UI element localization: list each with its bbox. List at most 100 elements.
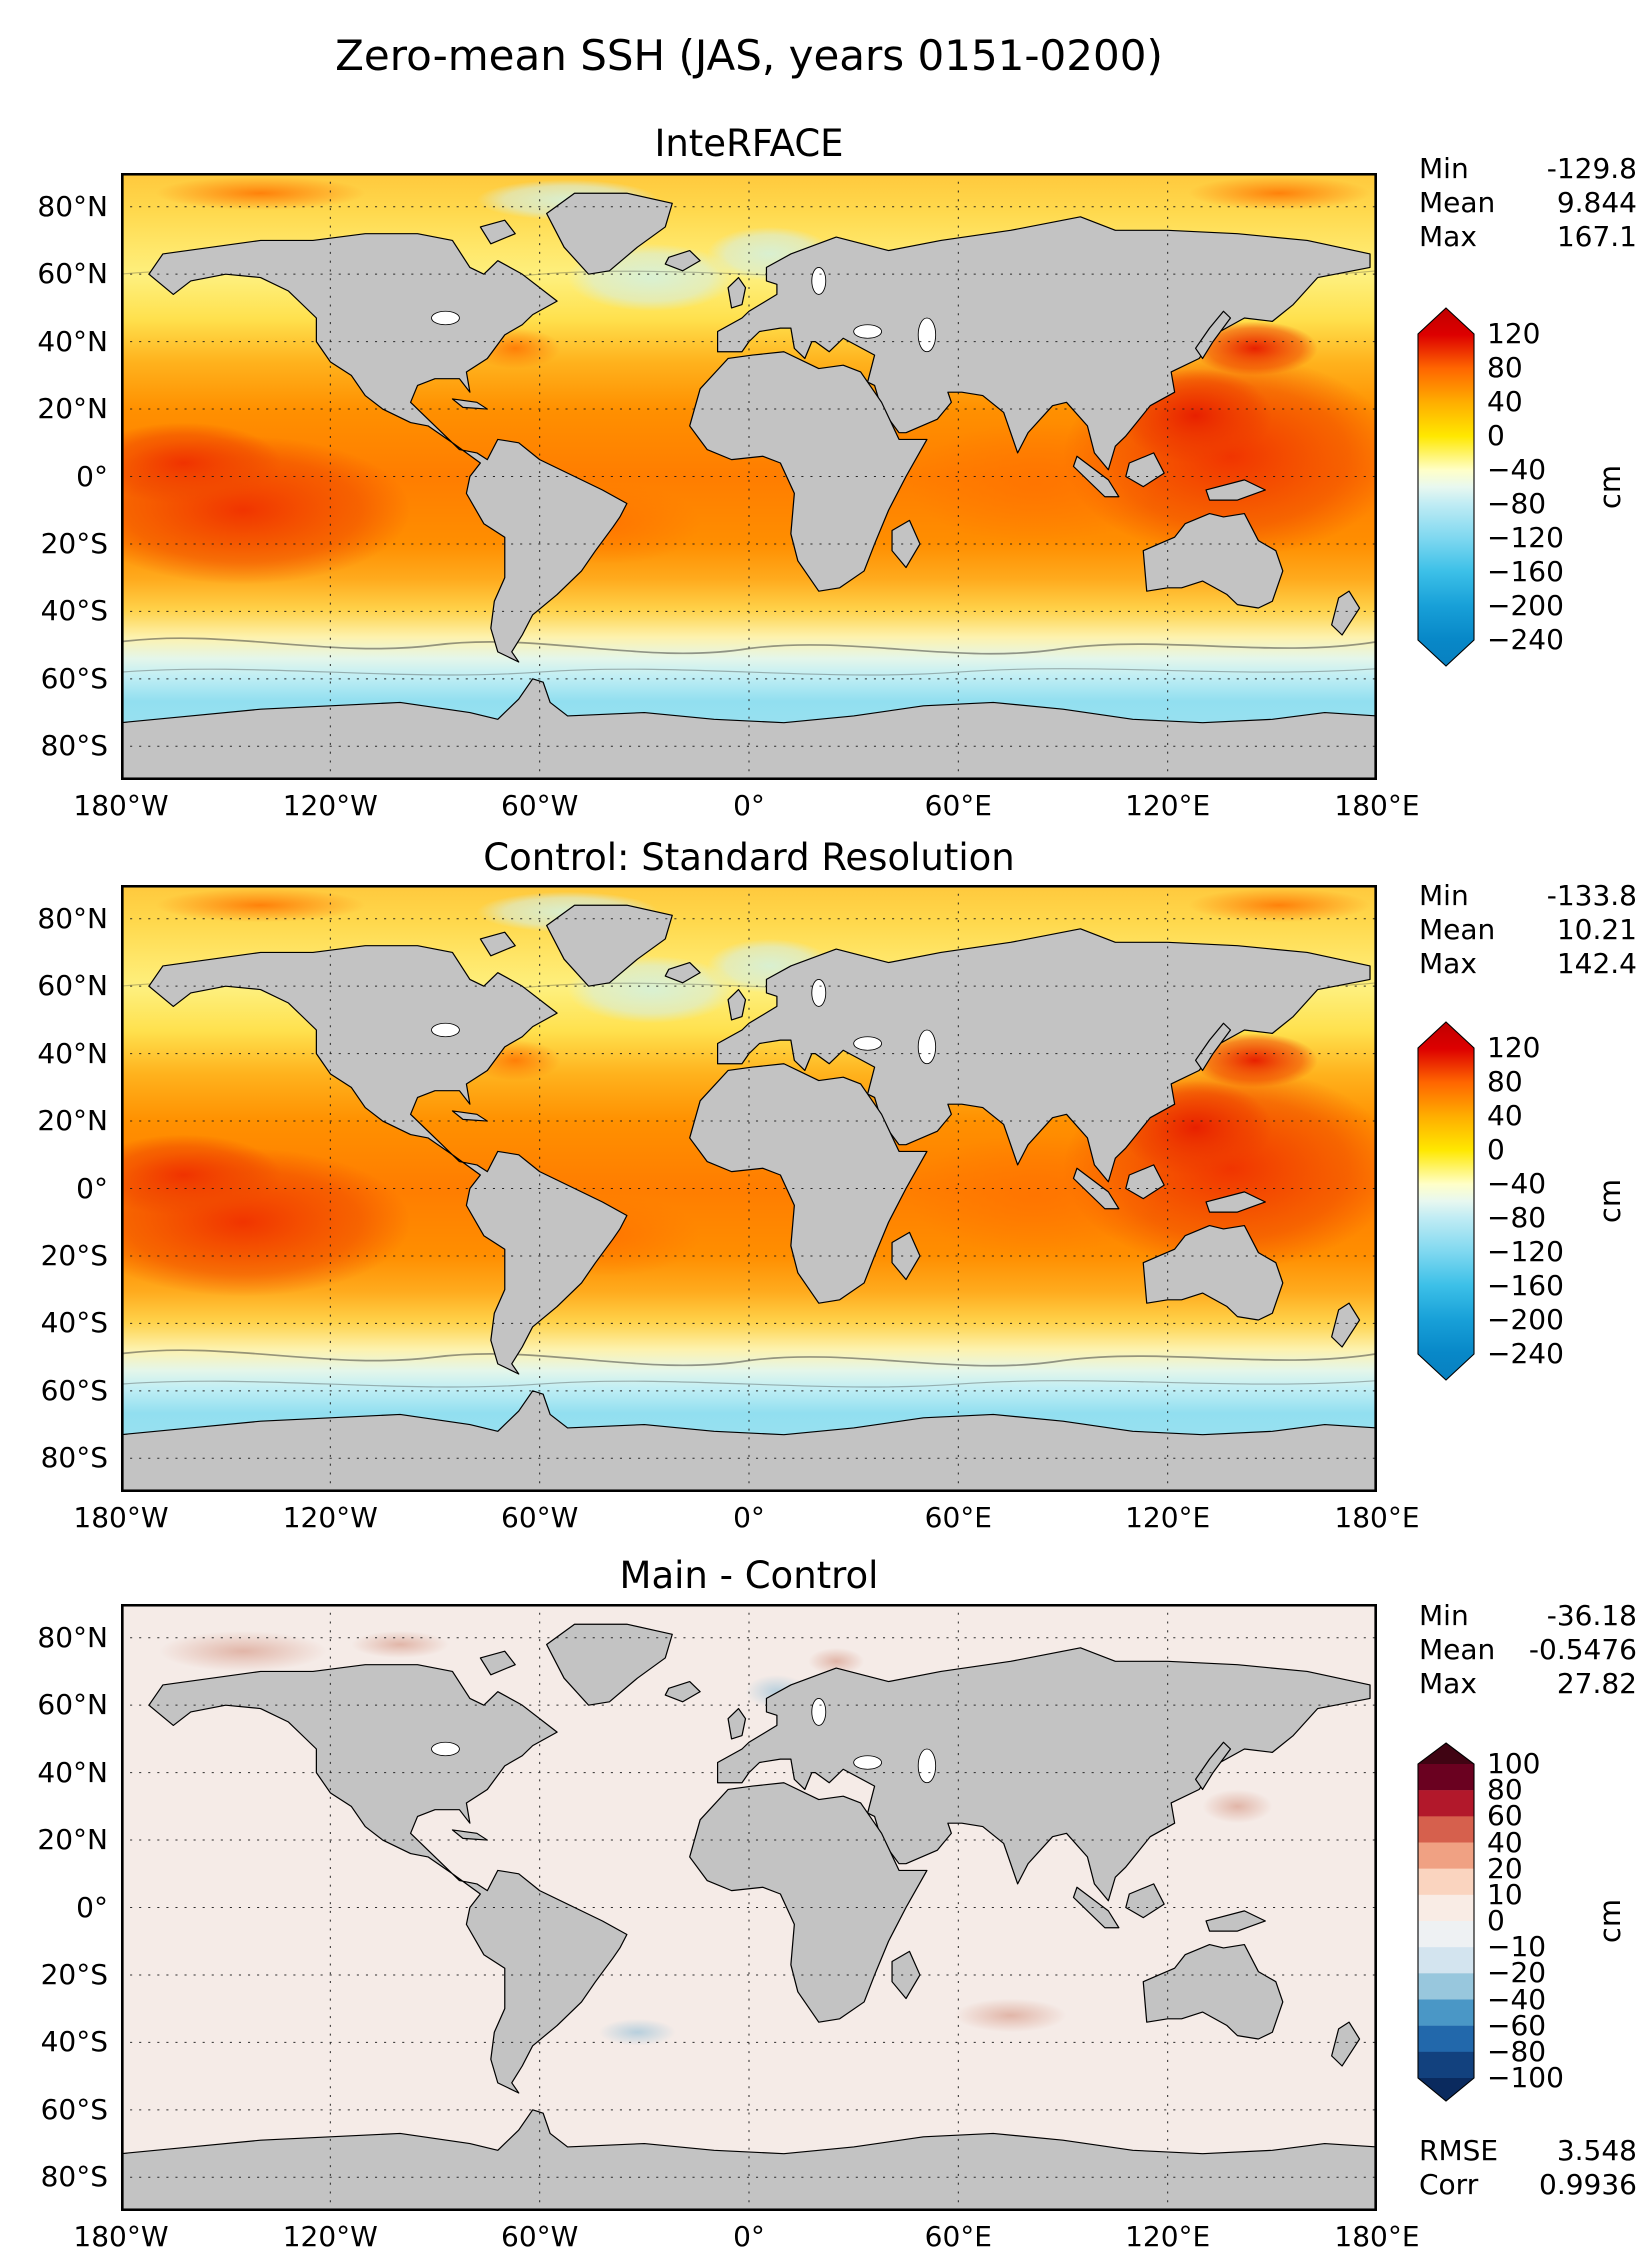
lat-tick-label: 40°N xyxy=(37,324,108,358)
lon-tick-label: 120°W xyxy=(282,1501,378,1534)
colorbar-body xyxy=(1417,1021,1475,1381)
panel3-colorbar-unit: cm xyxy=(1593,1898,1627,1944)
stat-label: Mean xyxy=(1419,1633,1496,1666)
stat-label: Max xyxy=(1419,947,1477,980)
lat-tick-label: 60°S xyxy=(40,661,108,695)
lat-tick-label: 0° xyxy=(76,1890,108,1924)
lon-tick-label: 60°W xyxy=(501,2220,579,2253)
colorbar-tick-label: −200 xyxy=(1487,589,1564,622)
lat-tick-label: 20°S xyxy=(40,1957,108,1991)
stat-row: Min -129.8 xyxy=(1419,152,1637,186)
stat-label: Mean xyxy=(1419,913,1496,946)
stat-label: Corr xyxy=(1419,2168,1479,2201)
colorbar-tick-label: −240 xyxy=(1487,1337,1564,1370)
stat-row: Max 167.1 xyxy=(1419,220,1637,254)
colorbar-tick-label: −40 xyxy=(1487,453,1547,486)
colorbar-tick-label: −60 xyxy=(1487,2008,1547,2042)
colorbar-tick-label: 40 xyxy=(1487,1099,1523,1132)
lat-tick-label: 80°N xyxy=(37,1620,108,1654)
stat-value: 3.548 xyxy=(1556,2134,1637,2167)
colorbar-tick-label: −160 xyxy=(1487,1269,1564,1302)
panel1-stats: Min -129.8 Mean 9.844 Max 167.1 xyxy=(1419,152,1637,254)
colorbar-tick-label: 10 xyxy=(1487,1877,1523,1911)
stat-value: 10.21 xyxy=(1556,913,1637,946)
colorbar-tick-label: −100 xyxy=(1487,2061,1564,2094)
colorbar-tick-label: −200 xyxy=(1487,1303,1564,1336)
map-interface xyxy=(121,173,1377,780)
colorbar-tick-label: 80 xyxy=(1487,1065,1523,1098)
lon-tick-label: 120°W xyxy=(282,2220,378,2253)
lat-tick-label: 60°N xyxy=(37,257,108,291)
lon-tick-label: 0° xyxy=(733,789,765,822)
lon-tick-label: 180°W xyxy=(73,789,169,822)
panel3-extra-stats: RMSE 3.548 Corr 0.9936 xyxy=(1419,2134,1637,2202)
lat-tick-label: 40°S xyxy=(40,2025,108,2059)
stat-row: Min -133.8 xyxy=(1419,879,1637,913)
stat-value: -133.8 xyxy=(1546,879,1637,912)
panel3-title: Main - Control xyxy=(619,1554,879,1597)
lon-tick-label: 0° xyxy=(733,2220,765,2253)
map-control xyxy=(121,885,1377,1492)
lat-tick-label: 80°N xyxy=(37,189,108,223)
lon-tick-label: 0° xyxy=(733,1501,765,1534)
lon-tick-label: 120°E xyxy=(1125,2220,1211,2253)
stat-row: Corr 0.9936 xyxy=(1419,2168,1637,2202)
stat-row: Mean 9.844 xyxy=(1419,186,1637,220)
lat-tick-label: 40°N xyxy=(37,1036,108,1070)
panel2-title: Control: Standard Resolution xyxy=(483,836,1015,879)
stat-value: -129.8 xyxy=(1546,152,1637,185)
stat-label: RMSE xyxy=(1419,2134,1499,2167)
lon-tick-label: 60°W xyxy=(501,1501,579,1534)
colorbar-tick-label: 40 xyxy=(1487,385,1523,418)
colorbar-tick-label: −80 xyxy=(1487,2034,1547,2068)
lon-tick-label: 60°E xyxy=(924,1501,992,1534)
lat-tick-label: 60°S xyxy=(40,2092,108,2126)
stat-value: 27.82 xyxy=(1556,1667,1637,1700)
colorbar-tick-label: −120 xyxy=(1487,521,1564,554)
colorbar-tick-label: 0 xyxy=(1487,419,1505,452)
stat-row: Mean 10.21 xyxy=(1419,913,1637,947)
stat-label: Min xyxy=(1419,879,1469,912)
lon-tick-label: 180°W xyxy=(73,2220,169,2253)
lat-tick-label: 80°S xyxy=(40,1441,108,1475)
colorbar-tick-label: 0 xyxy=(1487,1133,1505,1166)
lon-tick-label: 60°W xyxy=(501,789,579,822)
stat-row: RMSE 3.548 xyxy=(1419,2134,1637,2168)
panel1-colorbar xyxy=(1417,307,1475,667)
lat-tick-label: 60°N xyxy=(37,969,108,1003)
lat-tick-label: 20°S xyxy=(40,526,108,560)
stat-value: -36.18 xyxy=(1546,1599,1637,1632)
panel1-title: InteRFACE xyxy=(654,122,844,165)
panel2-colorbar xyxy=(1417,1021,1475,1381)
colorbar-under-tip xyxy=(1418,2078,1474,2101)
lon-tick-label: 120°E xyxy=(1125,789,1211,822)
stat-row: Mean -0.5476 xyxy=(1419,1633,1637,1667)
lat-tick-label: 60°S xyxy=(40,1373,108,1407)
panel3-stats: Min -36.18 Mean -0.5476 Max 27.82 xyxy=(1419,1599,1637,1701)
lon-tick-label: 180°W xyxy=(73,1501,169,1534)
colorbar-tick-label: −10 xyxy=(1487,1930,1547,1964)
lat-tick-label: 0° xyxy=(76,459,108,493)
colorbar-tick-label: −40 xyxy=(1487,1982,1547,2016)
lat-tick-label: 60°N xyxy=(37,1688,108,1722)
lat-tick-label: 80°S xyxy=(40,2160,108,2194)
colorbar-tick-label: −80 xyxy=(1487,1201,1547,1234)
colorbar-tick-label: −80 xyxy=(1487,487,1547,520)
panel1-colorbar-unit: cm xyxy=(1593,464,1627,510)
lon-tick-label: 180°E xyxy=(1334,1501,1420,1534)
stat-value: 9.844 xyxy=(1556,186,1637,219)
colorbar-tick-label: 120 xyxy=(1487,317,1541,350)
lat-tick-label: 40°S xyxy=(40,1306,108,1340)
panel3-colorbar xyxy=(1417,1742,1475,2102)
stat-label: Max xyxy=(1419,220,1477,253)
lon-tick-label: 180°E xyxy=(1334,789,1420,822)
map-border xyxy=(121,885,1377,1492)
lon-tick-label: 120°E xyxy=(1125,1501,1211,1534)
stat-row: Max 27.82 xyxy=(1419,1667,1637,1701)
lat-tick-label: 40°N xyxy=(37,1755,108,1789)
lat-tick-label: 0° xyxy=(76,1171,108,1205)
lat-tick-label: 80°N xyxy=(37,901,108,935)
panel2-colorbar-unit: cm xyxy=(1593,1178,1627,1224)
lon-tick-label: 60°E xyxy=(924,2220,992,2253)
stat-row: Min -36.18 xyxy=(1419,1599,1637,1633)
